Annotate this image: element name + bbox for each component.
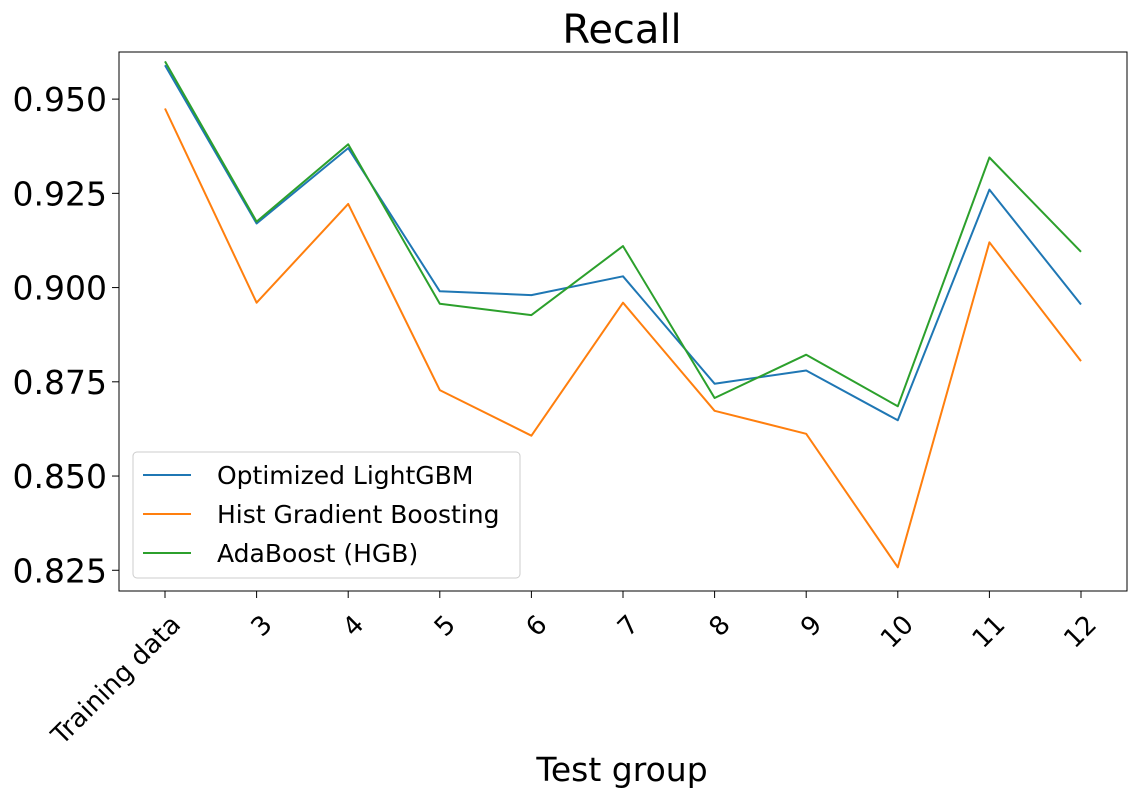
plot-area: 0.825 0.850 0.875 0.900 0.925 0.950 Training d…: [13, 51, 1128, 752]
series-line-2: [164, 108, 1082, 569]
y-tick-label: 0.925: [13, 174, 107, 213]
x-tick-label: 7: [612, 610, 645, 643]
x-tick-label: 4: [337, 610, 370, 643]
x-tick-label: Training data: [45, 610, 187, 752]
x-tick-label: 9: [795, 610, 828, 643]
x-tick-label: 10: [875, 610, 920, 655]
series-line-1: [164, 64, 1082, 422]
x-tick-label: 6: [520, 610, 553, 643]
x-axis-title: Test group: [535, 750, 707, 789]
chart-title: Recall: [562, 7, 681, 53]
x-tick-label: 8: [704, 610, 737, 643]
y-tick-label: 0.950: [13, 80, 107, 119]
legend-label: Hist Gradient Boosting: [217, 500, 500, 529]
legend: Optimized LightGBM Hist Gradient Boosting…: [132, 451, 521, 579]
x-tick-label: 5: [429, 610, 462, 643]
x-tick-label: 11: [967, 610, 1012, 655]
legend-box: [132, 451, 521, 579]
y-tick-label: 0.850: [13, 457, 107, 496]
y-tick-label: 0.900: [13, 269, 107, 308]
x-tick-label: 3: [246, 610, 279, 643]
x-tick-label: 12: [1058, 610, 1103, 655]
y-tick-label: 0.875: [13, 363, 107, 402]
series-line-3: [164, 60, 1082, 408]
legend-label: Optimized LightGBM: [217, 461, 473, 490]
y-tick-label: 0.825: [13, 551, 107, 590]
legend-label: AdaBoost (HGB): [217, 539, 418, 568]
